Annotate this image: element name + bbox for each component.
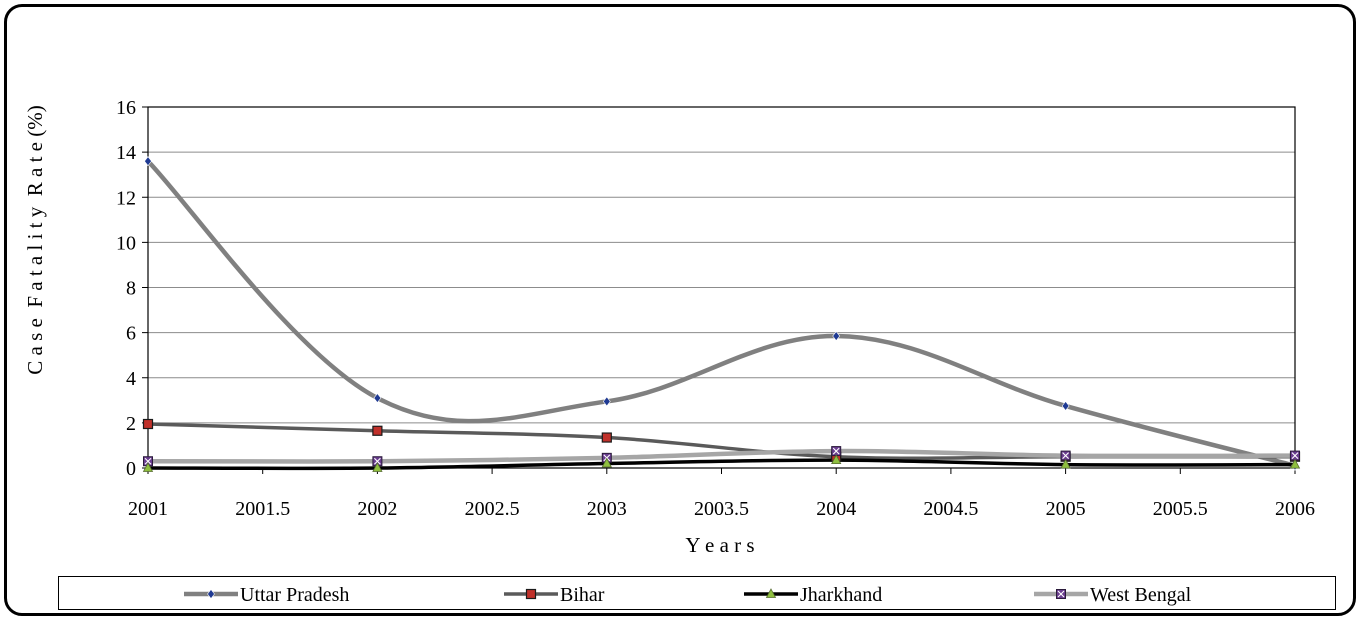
y-tick-label: 10 bbox=[116, 232, 136, 254]
legend-marker bbox=[525, 588, 537, 600]
legend-label: Bihar bbox=[560, 584, 605, 606]
data-point bbox=[831, 454, 842, 465]
legend-marker bbox=[765, 588, 777, 598]
legend-label: Jharkhand bbox=[800, 584, 882, 606]
data-point bbox=[601, 457, 612, 468]
legend-item: Bihar bbox=[504, 584, 605, 606]
data-point bbox=[1060, 450, 1071, 461]
tick-labels: 0 2 4 6 8 10 12 14 16 2001 2001.5 2002 2002.5 2003 200… bbox=[116, 97, 1315, 520]
data-point bbox=[142, 462, 154, 472]
data-point bbox=[831, 446, 842, 457]
x-tick-label: 2002 bbox=[357, 498, 397, 520]
axes bbox=[142, 106, 1296, 474]
data-point bbox=[372, 456, 383, 467]
y-tick-label: 2 bbox=[126, 413, 136, 435]
x-tick-label: 2001 bbox=[128, 498, 168, 520]
series-line bbox=[146, 458, 1297, 471]
x-tick-label: 2002.5 bbox=[465, 498, 520, 520]
legend-item: Jharkhand bbox=[744, 584, 882, 606]
data-point bbox=[601, 432, 612, 443]
legend: Uttar Pradesh Bihar Jharkhand West Bengal bbox=[58, 576, 1336, 610]
x-tick-label: 2001.5 bbox=[235, 498, 290, 520]
data-point bbox=[1060, 458, 1071, 469]
legend-marker bbox=[207, 589, 215, 599]
x-tick-label: 2004.5 bbox=[923, 498, 978, 520]
series-lines bbox=[145, 158, 1298, 471]
data-point bbox=[1061, 400, 1070, 411]
data-point bbox=[1289, 458, 1301, 469]
y-tick-label: 12 bbox=[116, 187, 136, 209]
y-tick-label: 16 bbox=[116, 97, 136, 119]
data-point bbox=[142, 418, 154, 430]
y-tick-label: 8 bbox=[126, 278, 136, 300]
series-line bbox=[145, 448, 1298, 464]
plot-area-border bbox=[147, 106, 1296, 469]
legend-label: West Bengal bbox=[1090, 584, 1192, 606]
y-axis-title: C a s e F a t a l i t y R a t e (%) bbox=[23, 105, 47, 374]
gridlines bbox=[148, 106, 1295, 424]
legend-item: West Bengal bbox=[1034, 584, 1192, 606]
data-point bbox=[602, 396, 611, 407]
x-tick-label: 2005.5 bbox=[1153, 498, 1208, 520]
series-markers bbox=[142, 156, 1301, 472]
data-point bbox=[1290, 450, 1300, 461]
x-tick-label: 2003.5 bbox=[694, 498, 749, 520]
legend-label: Uttar Pradesh bbox=[240, 584, 349, 606]
data-point bbox=[372, 462, 383, 472]
y-tick-label: 4 bbox=[126, 368, 136, 390]
x-tick-label: 2005 bbox=[1046, 498, 1086, 520]
data-point bbox=[373, 393, 382, 404]
series-line bbox=[145, 158, 1298, 468]
x-axis-title: Y e a r s bbox=[685, 533, 754, 557]
x-tick-label: 2006 bbox=[1275, 498, 1315, 520]
data-point bbox=[144, 156, 152, 167]
legend-item: Uttar Pradesh bbox=[184, 584, 349, 606]
x-tick-label: 2003 bbox=[587, 498, 627, 520]
y-tick-label: 14 bbox=[116, 142, 136, 164]
data-point bbox=[372, 425, 383, 436]
data-point bbox=[832, 331, 841, 341]
legend-marker bbox=[1056, 589, 1066, 599]
x-tick-label: 2004 bbox=[816, 498, 856, 520]
chart-frame bbox=[4, 4, 1356, 616]
y-tick-label: 6 bbox=[126, 323, 136, 345]
y-tick-label: 0 bbox=[126, 458, 136, 480]
